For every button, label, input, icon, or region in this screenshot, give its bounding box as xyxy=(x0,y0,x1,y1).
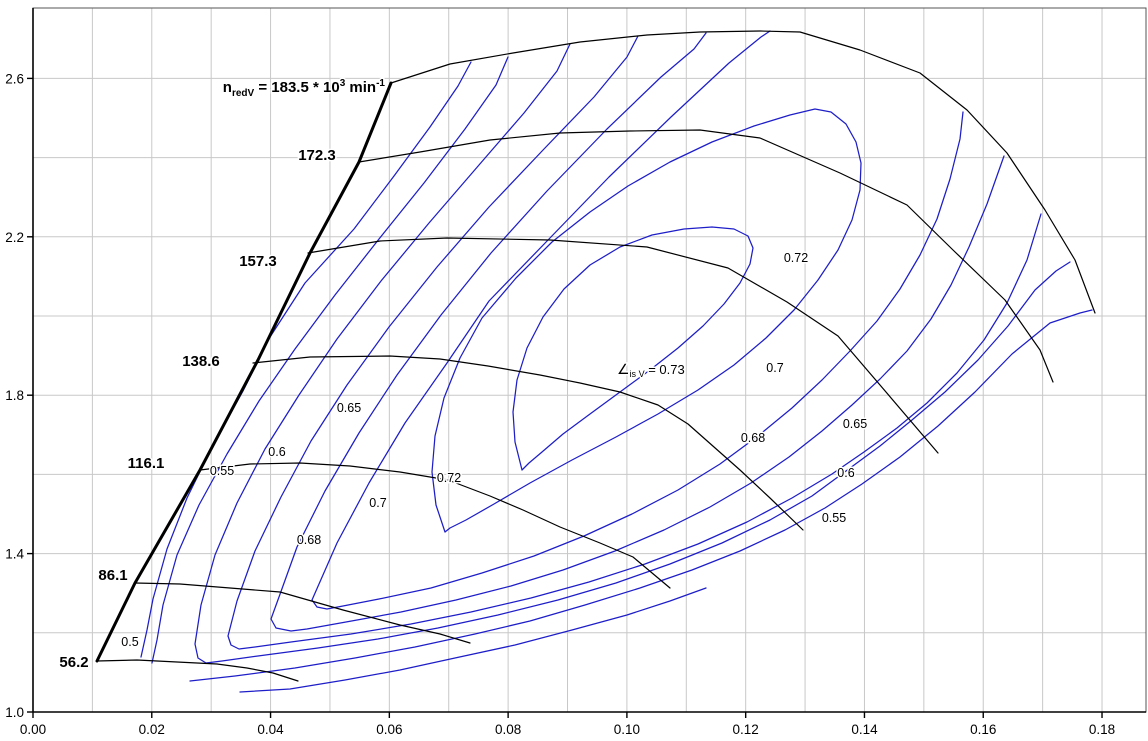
surge-line xyxy=(95,81,393,663)
y-tick-label-2.6: 2.6 xyxy=(5,71,24,86)
efficiency-contour-0.55-lower xyxy=(189,309,1093,682)
efficiency-contour-0.65-closed-left xyxy=(227,35,1042,650)
x-tick-label-0.04: 0.04 xyxy=(257,722,284,737)
efficiency-label-0.68-4: 0.68 xyxy=(297,533,321,547)
efficiency-label-0.72-7: 0.72 xyxy=(784,251,808,265)
speed-label-157.3: 157.3 xyxy=(239,253,277,270)
efficiency-contour-0.73-closed-loop xyxy=(512,226,754,471)
efficiency-contour-0.55-left xyxy=(151,56,509,664)
efficiency-label-0.72-6: 0.72 xyxy=(437,471,461,485)
speed-label-116.1: 116.1 xyxy=(128,455,165,472)
efficiency-contour-0.6-closed-left xyxy=(194,43,1071,664)
speed-line-172.3 xyxy=(358,129,1054,383)
y-tick-label-1.4: 1.4 xyxy=(5,547,24,562)
efficiency-label-0.6-11: 0.6 xyxy=(837,466,854,480)
speed-line-116.1 xyxy=(199,462,671,589)
efficiency-contour-0.68-closed-left xyxy=(270,32,1005,632)
speed-line-138.6 xyxy=(252,355,804,531)
efficiency-contour-0.7-closed-left xyxy=(311,30,964,610)
speed-line-86.1 xyxy=(134,582,471,644)
speed-label-56.2: 56.2 xyxy=(59,654,88,671)
speed-line-56.2 xyxy=(96,659,299,682)
y-tick-label-2.2: 2.2 xyxy=(5,230,24,245)
efficiency-contour-0.5-lower xyxy=(239,587,707,693)
efficiency-label-0.7-5: 0.7 xyxy=(369,496,386,510)
efficiency-label-0.6-2: 0.6 xyxy=(268,445,285,459)
efficiency-label-0.55-12: 0.55 xyxy=(822,511,846,525)
x-tick-label-0.12: 0.12 xyxy=(733,722,759,737)
y-tick-label-1.8: 1.8 xyxy=(5,388,24,403)
x-tick-label-0.14: 0.14 xyxy=(851,722,878,737)
x-tick-label-0.10: 0.10 xyxy=(614,722,640,737)
speed-annotation: nredV = 183.5 * 103 min-1 xyxy=(223,78,386,99)
eta-annotation: ∠is V = 0.73 xyxy=(617,361,685,379)
efficiency-label-0.65-10: 0.65 xyxy=(843,417,867,431)
speed-label-138.6: 138.6 xyxy=(182,353,220,370)
x-tick-label-0.08: 0.08 xyxy=(495,722,521,737)
x-tick-label-0.00: 0.00 xyxy=(20,722,46,737)
speed-line-157.3 xyxy=(307,237,939,454)
x-tick-label-0.02: 0.02 xyxy=(139,722,165,737)
y-tick-label-1.0: 1.0 xyxy=(5,705,24,720)
efficiency-label-0.7-8: 0.7 xyxy=(766,361,783,375)
speed-label-86.1: 86.1 xyxy=(98,567,127,584)
efficiency-label-0.5-0: 0.5 xyxy=(121,635,138,649)
x-tick-label-0.06: 0.06 xyxy=(376,722,402,737)
speed-label-172.3: 172.3 xyxy=(298,147,336,164)
efficiency-contour-0.72-closed-loop xyxy=(431,108,862,533)
x-tick-label-0.16: 0.16 xyxy=(970,722,996,737)
efficiency-label-0.68-9: 0.68 xyxy=(741,431,765,445)
speed-line-183.5 xyxy=(390,30,1096,314)
efficiency-label-0.55-1: 0.55 xyxy=(210,464,234,478)
x-tick-label-0.18: 0.18 xyxy=(1089,722,1115,737)
efficiency-label-0.65-3: 0.65 xyxy=(337,401,361,415)
